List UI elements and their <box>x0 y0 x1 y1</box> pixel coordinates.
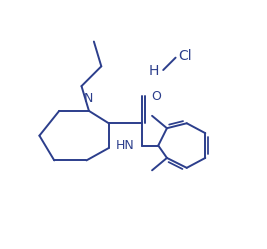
Text: H: H <box>149 64 159 78</box>
Text: O: O <box>151 90 161 103</box>
Text: N: N <box>84 92 94 105</box>
Text: Cl: Cl <box>178 49 192 63</box>
Text: HN: HN <box>116 139 135 152</box>
